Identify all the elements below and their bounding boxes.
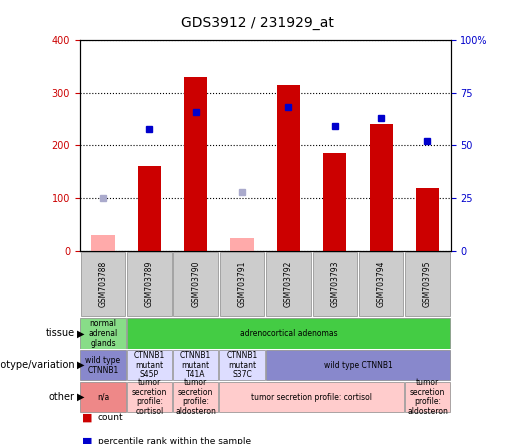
Text: other: other	[49, 392, 75, 402]
FancyBboxPatch shape	[80, 350, 126, 381]
Text: tumor
secretion
profile:
aldosteron: tumor secretion profile: aldosteron	[175, 378, 216, 416]
Text: GSM703795: GSM703795	[423, 261, 432, 307]
Text: GSM703789: GSM703789	[145, 261, 154, 307]
Text: ▶: ▶	[77, 329, 85, 338]
Bar	[369, 124, 392, 251]
FancyBboxPatch shape	[173, 350, 218, 381]
Bar	[323, 153, 346, 251]
Text: adrenocortical adenomas: adrenocortical adenomas	[239, 329, 337, 338]
FancyBboxPatch shape	[127, 318, 450, 349]
Text: percentile rank within the sample: percentile rank within the sample	[98, 437, 251, 444]
Text: tumor secretion profile: cortisol: tumor secretion profile: cortisol	[251, 392, 372, 401]
Text: GSM703792: GSM703792	[284, 261, 293, 307]
FancyBboxPatch shape	[405, 382, 450, 412]
Text: GSM703791: GSM703791	[237, 261, 247, 307]
FancyBboxPatch shape	[127, 382, 172, 412]
Text: GSM703788: GSM703788	[98, 261, 108, 307]
Bar	[138, 166, 161, 251]
FancyBboxPatch shape	[359, 252, 403, 316]
FancyBboxPatch shape	[220, 252, 264, 316]
FancyBboxPatch shape	[219, 350, 265, 381]
Bar	[231, 238, 253, 251]
FancyBboxPatch shape	[313, 252, 357, 316]
Text: count: count	[98, 413, 124, 422]
Bar	[416, 188, 439, 251]
Text: CTNNB1
mutant
S37C: CTNNB1 mutant S37C	[227, 351, 258, 379]
Text: CTNNB1
mutant
T41A: CTNNB1 mutant T41A	[180, 351, 211, 379]
Text: tissue: tissue	[45, 329, 75, 338]
Text: GSM703790: GSM703790	[191, 261, 200, 307]
FancyBboxPatch shape	[266, 252, 311, 316]
FancyBboxPatch shape	[80, 318, 126, 349]
Text: ■: ■	[82, 437, 93, 444]
Text: n/a: n/a	[97, 392, 109, 401]
Text: wild type CTNNB1: wild type CTNNB1	[323, 361, 392, 370]
Text: GSM703793: GSM703793	[330, 261, 339, 307]
FancyBboxPatch shape	[81, 252, 125, 316]
Text: GDS3912 / 231929_at: GDS3912 / 231929_at	[181, 16, 334, 30]
Text: ▶: ▶	[77, 392, 85, 402]
Text: genotype/variation: genotype/variation	[0, 360, 75, 370]
Text: ■: ■	[82, 412, 93, 422]
Text: tumor
secretion
profile:
aldosteron: tumor secretion profile: aldosteron	[407, 378, 448, 416]
Text: normal
adrenal
glands: normal adrenal glands	[89, 319, 117, 348]
FancyBboxPatch shape	[80, 382, 126, 412]
Bar	[277, 85, 300, 251]
FancyBboxPatch shape	[219, 382, 404, 412]
FancyBboxPatch shape	[266, 350, 450, 381]
FancyBboxPatch shape	[127, 252, 171, 316]
FancyBboxPatch shape	[405, 252, 450, 316]
Bar	[92, 235, 114, 251]
Text: GSM703794: GSM703794	[376, 261, 386, 307]
Text: CTNNB1
mutant
S45P: CTNNB1 mutant S45P	[134, 351, 165, 379]
Text: ▶: ▶	[77, 360, 85, 370]
FancyBboxPatch shape	[127, 350, 172, 381]
FancyBboxPatch shape	[173, 382, 218, 412]
Bar	[184, 77, 207, 251]
FancyBboxPatch shape	[174, 252, 218, 316]
Text: wild type
CTNNB1: wild type CTNNB1	[85, 356, 121, 375]
Text: tumor
secretion
profile:
cortisol: tumor secretion profile: cortisol	[132, 378, 167, 416]
